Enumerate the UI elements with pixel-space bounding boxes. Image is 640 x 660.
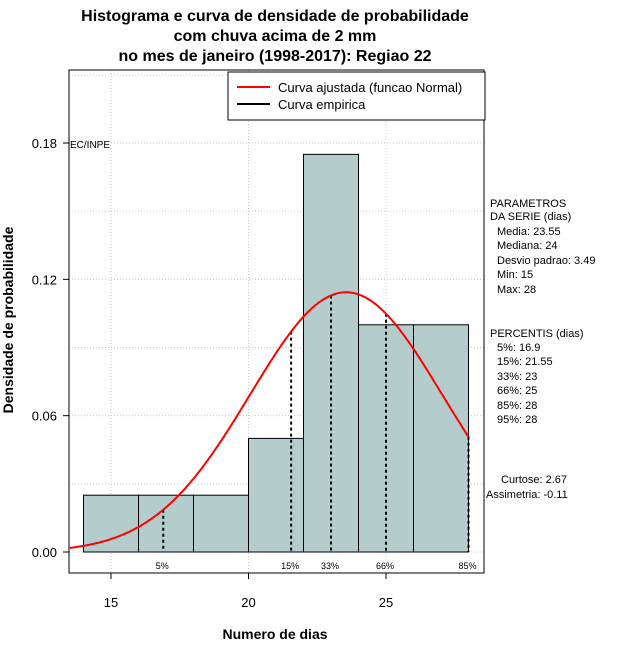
histogram-bar [248,437,304,553]
percentis-line: 15%: 21.55 [497,356,553,368]
percentile-label: 33% [321,561,339,571]
x-tick-label: 20 [241,595,255,610]
histogram-bars [83,153,469,553]
plot-frame [68,69,485,574]
axes: 15 20 25 0.00 0.06 0.12 0.18 [32,136,394,610]
normal-fit-curve [69,291,470,549]
percentile-markers: 5% 15% 33% 66% 85% [156,295,477,571]
parametros-line: Max: 28 [497,284,536,296]
y-tick-label: 0.06 [32,409,57,424]
chart-title-line-2: com chuva acima de 2 mm [174,28,377,45]
percentis-heading: PERCENTIS (dias) [490,328,584,340]
percentile-label: 85% [458,561,476,571]
y-tick-label: 0.00 [32,545,57,560]
histogram-bar [193,494,249,553]
percentis-line: 95%: 28 [497,414,537,426]
parametros-line: Media: 23.55 [497,226,561,238]
histogram-bar [138,494,194,553]
legend-label-normal: Curva ajustada (funcao Normal) [278,80,462,95]
legend-box [227,71,486,121]
watermark-text: EC/INPE [70,140,110,151]
y-axis-title: Densidade de probabilidade [0,226,16,413]
y-tick-label: 0.18 [32,136,57,151]
percentile-label: 5% [156,561,169,571]
parametros-line: Min: 15 [497,269,533,281]
parametros-panel: PARAMETROS DA SERIE (dias) Media: 23.55 … [490,198,595,296]
curtose-text: Curtose: 2.67 [501,474,567,486]
histogram-bar [413,324,469,553]
parametros-heading-1: PARAMETROS [490,198,566,210]
parametros-line: Mediana: 24 [497,240,558,252]
parametros-line: Desvio padrao: 3.49 [497,255,595,267]
x-tick-label: 25 [379,595,393,610]
percentile-label: 66% [376,561,394,571]
percentis-panel: PERCENTIS (dias) 5%: 16.9 15%: 21.55 33%… [490,328,584,426]
percentis-line: 5%: 16.9 [497,342,540,354]
percentis-line: 66%: 25 [497,385,537,397]
y-tick-label: 0.12 [32,272,57,287]
x-tick-label: 15 [104,595,118,610]
chart-title-line-3: no mes de janeiro (1998-2017): Regiao 22 [118,48,431,65]
assimetria-text: Assimetria: -0.11 [486,489,568,501]
histogram-bar [303,153,359,553]
percentis-line: 85%: 28 [497,400,537,412]
legend-label-empirica: Curva empirica [278,97,366,112]
percentis-line: 33%: 23 [497,371,537,383]
percentile-label: 15% [281,561,299,571]
moments-panel: Curtose: 2.67 Assimetria: -0.11 [486,474,568,501]
legend: Curva ajustada (funcao Normal) Curva emp… [227,71,486,121]
histogram-bar [83,494,139,553]
x-axis-title: Numero de dias [222,626,327,642]
chart-title-line-1: Histograma e curva de densidade de proba… [81,8,469,25]
parametros-heading-2: DA SERIE (dias) [490,211,571,223]
